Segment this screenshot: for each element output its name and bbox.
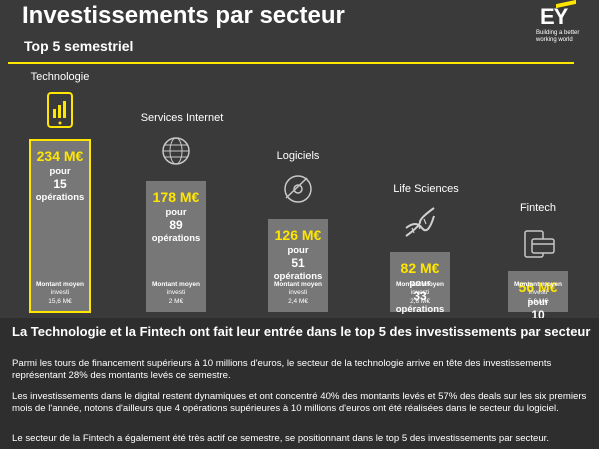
- avg-value: 15,6 M€: [48, 298, 72, 305]
- operations-count: 33: [413, 289, 427, 303]
- disc-icon: [284, 175, 312, 203]
- operations-label: opérations: [274, 271, 323, 282]
- avg-label: Montant moyen: [514, 281, 562, 288]
- category-label: Fintech: [520, 202, 556, 214]
- paragraph-3: Le secteur de la Fintech a également été…: [12, 433, 550, 444]
- category-label: Logiciels: [277, 150, 320, 162]
- section-headline: La Technologie et la Fintech ont fait le…: [12, 324, 591, 339]
- avg-label: Montant moyen: [274, 281, 322, 288]
- avg-label: Montant moyen: [152, 281, 200, 288]
- connector-label: pour: [287, 245, 308, 256]
- operations-count: 89: [169, 218, 183, 232]
- avg-label-cont: investi: [411, 289, 429, 296]
- ey-logo: EY: [540, 4, 568, 29]
- operations-count: 51: [291, 256, 305, 270]
- value-label: 82 M€: [401, 260, 440, 276]
- bar-3: [268, 219, 328, 312]
- value-label: 178 M€: [153, 189, 200, 205]
- avg-value: 2 M€: [169, 298, 184, 305]
- card-device-icon: [524, 230, 555, 258]
- paragraph-2: Les investissements dans le digital rest…: [12, 391, 587, 414]
- page-title: Investissements par secteur: [22, 2, 345, 29]
- value-label: 126 M€: [275, 227, 322, 243]
- avg-value: 5,6 M€: [528, 298, 548, 305]
- category-label: Life Sciences: [393, 183, 459, 195]
- bar-1: [29, 139, 91, 313]
- text-panel: [0, 318, 599, 449]
- page-subtitle: Top 5 semestriel: [24, 38, 134, 54]
- avg-label-cont: investi: [167, 289, 185, 296]
- bar-2: [146, 181, 206, 312]
- category-label: Services Internet: [141, 112, 224, 124]
- bar-4: [390, 252, 450, 312]
- avg-value: 2,6 M€: [410, 298, 430, 305]
- paragraph-1: Parmi les tours de financement supérieur…: [12, 358, 552, 381]
- category-label: Technologie: [31, 71, 90, 83]
- operations-label: opérations: [152, 233, 201, 244]
- dna-icon: [405, 207, 435, 237]
- logo-tagline: Building a better working world: [536, 30, 580, 43]
- connector-label: pour: [409, 278, 430, 289]
- avg-label-cont: investi: [289, 289, 307, 296]
- connector-label: pour: [165, 207, 186, 218]
- operations-label: opérations: [36, 192, 85, 203]
- bar-5: [508, 271, 568, 312]
- operations-count: 15: [53, 177, 67, 191]
- avg-label: Montant moyen: [396, 281, 444, 288]
- value-label: 56 M€: [519, 279, 558, 295]
- globe-icon: [162, 137, 190, 165]
- value-label: 234 M€: [37, 148, 84, 164]
- connector-label: pour: [49, 166, 70, 177]
- avg-value: 2,4 M€: [288, 298, 308, 305]
- smartphone-chart-icon: [47, 92, 73, 128]
- operations-label: opérations: [396, 304, 445, 315]
- avg-label-cont: investi: [529, 289, 547, 296]
- header-divider: [8, 62, 574, 64]
- avg-label: Montant moyen: [36, 281, 84, 288]
- avg-label-cont: investi: [51, 289, 69, 296]
- operations-count: 10: [531, 308, 545, 318]
- connector-label: pour: [527, 297, 548, 308]
